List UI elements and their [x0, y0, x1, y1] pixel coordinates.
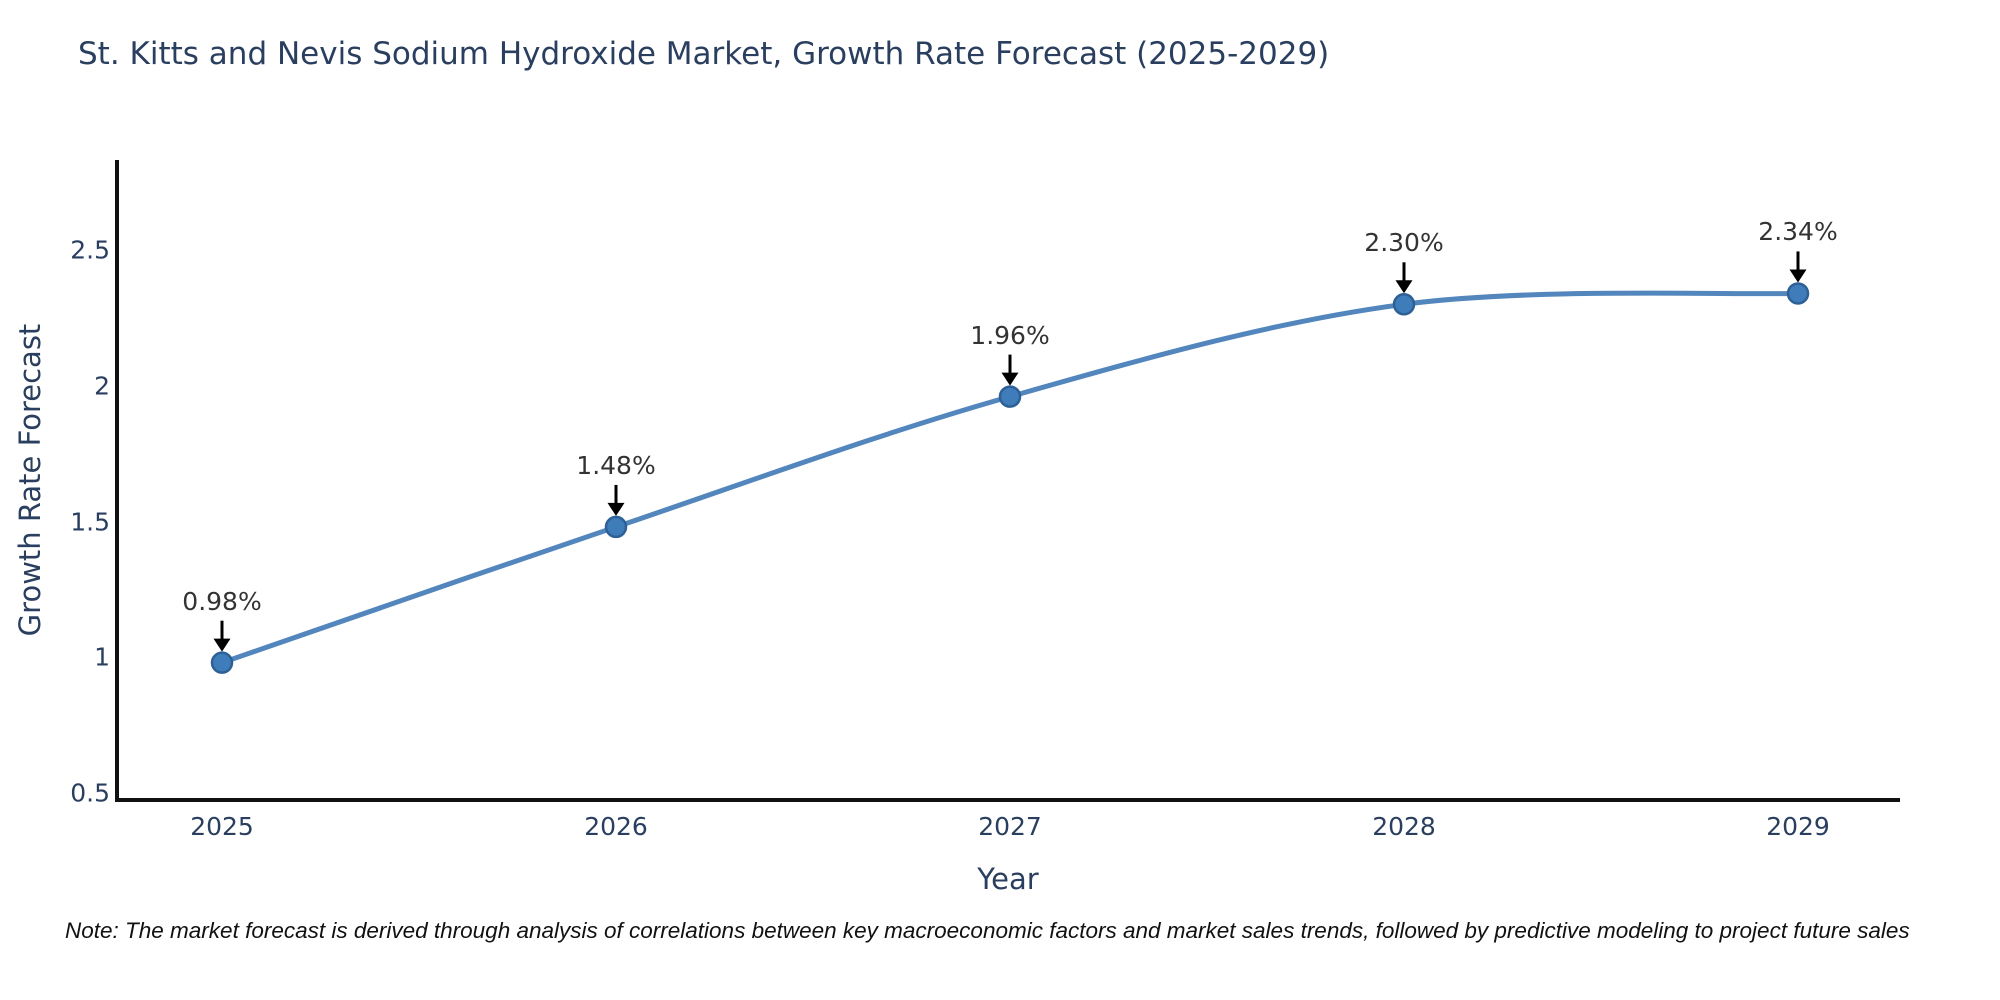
y-tick-label: 2 [94, 371, 110, 401]
x-tick-label: 2027 [978, 812, 1042, 841]
x-axis-title: Year [977, 862, 1039, 896]
annotation-arrowhead [1395, 280, 1413, 294]
y-tick-label: 1 [94, 642, 110, 672]
point-value-label: 1.48% [576, 450, 656, 480]
chart-title: St. Kitts and Nevis Sodium Hydroxide Mar… [78, 36, 1330, 72]
annotation-arrowhead [1001, 372, 1019, 386]
annotation-arrowhead [1789, 269, 1807, 283]
point-value-label: 1.96% [970, 320, 1050, 350]
x-tick-label: 2029 [1766, 812, 1830, 841]
data-point-marker [998, 385, 1022, 408]
data-point-marker [604, 515, 628, 539]
point-value-label: 2.30% [1364, 228, 1444, 258]
data-point-marker [1786, 282, 1810, 305]
y-tick-label: 0.5 [70, 778, 110, 808]
annotation-arrowhead [607, 502, 625, 516]
annotation-arrowhead [213, 638, 231, 652]
point-value-label: 0.98% [182, 586, 262, 616]
x-tick-label: 2026 [584, 812, 648, 841]
x-tick-label: 2028 [1372, 812, 1436, 841]
x-tick-label: 2025 [190, 812, 254, 841]
data-point-marker [1392, 293, 1416, 316]
point-value-label: 2.34% [1758, 217, 1838, 247]
footnote: Note: The market forecast is derived thr… [65, 918, 1910, 943]
data-point-marker [210, 651, 234, 674]
y-tick-label: 2.5 [70, 235, 110, 265]
y-tick-label: 1.5 [70, 507, 110, 536]
